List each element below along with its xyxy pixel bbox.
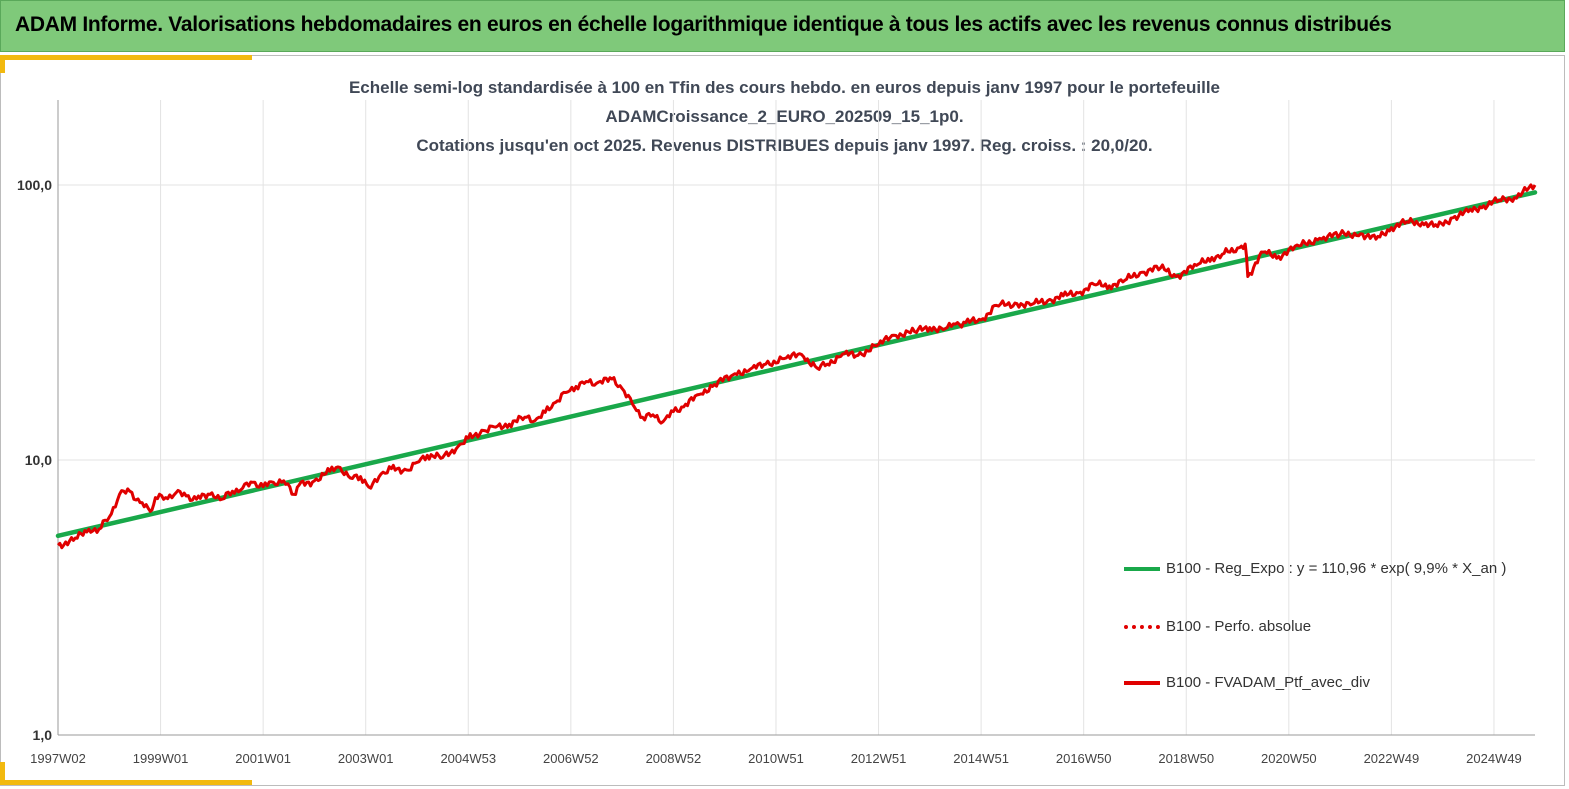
legend-label-regression: B100 - Reg_Expo : y = 110,96 * exp( 9,9%…	[1166, 560, 1507, 577]
y-tick-label: 100,0	[17, 177, 52, 193]
x-tick-label: 2001W01	[235, 751, 291, 766]
x-tick-label: 2008W52	[646, 751, 702, 766]
x-tick-label: 1999W01	[133, 751, 189, 766]
legend-swatch-perfo	[1124, 624, 1160, 629]
x-tick-label: 2010W51	[748, 751, 804, 766]
legend-item-portfolio: B100 - FVADAM_Ptf_avec_div	[1124, 674, 1370, 691]
x-tick-label: 2018W50	[1158, 751, 1214, 766]
banner-title: ADAM Informe. Valorisations hebdomadaire…	[15, 13, 1392, 36]
chart-title-line-2: ADAMCroissance_2_EURO_202509_15_1p0.	[605, 107, 964, 126]
x-tick-label: 2003W01	[338, 751, 394, 766]
x-tick-label: 2016W50	[1056, 751, 1112, 766]
chart-frame	[0, 55, 1565, 786]
chart-title-line-1: Echelle semi-log standardisée à 100 en T…	[348, 78, 1221, 97]
legend-swatch-regression	[1124, 566, 1160, 571]
legend-label-perfo: B100 - Perfo. absolue	[1166, 618, 1312, 635]
portfolio-line	[56, 183, 1537, 550]
x-tick-label: 2022W49	[1364, 751, 1420, 766]
x-tick-label: 2024W49	[1466, 751, 1522, 766]
chart-title-line-3: Cotations jusqu'en oct 2025. Revenus DIS…	[416, 136, 1153, 155]
x-tick-label: 1997W02	[30, 751, 86, 766]
y-tick-label: 1,0	[33, 727, 53, 743]
corner-accent-bottom-vertical	[0, 762, 5, 784]
x-tick-label: 2004W53	[440, 751, 496, 766]
corner-accent-top-vertical	[0, 55, 5, 73]
x-tick-label: 2014W51	[953, 751, 1009, 766]
header-banner: ADAM Informe. Valorisations hebdomadaire…	[0, 0, 1565, 52]
x-tick-label: 2006W52	[543, 751, 599, 766]
y-tick-label: 10,0	[25, 452, 52, 468]
legend-label-portfolio: B100 - FVADAM_Ptf_avec_div	[1166, 674, 1370, 691]
corner-accent-bottom	[0, 780, 252, 785]
legend-item-regression: B100 - Reg_Expo : y = 110,96 * exp( 9,9%…	[1124, 560, 1506, 577]
legend-item-perfo: B100 - Perfo. absolue	[1124, 618, 1311, 635]
x-tick-label: 2020W50	[1261, 751, 1317, 766]
corner-accent-top	[0, 55, 252, 60]
legend-swatch-portfolio	[1124, 680, 1160, 685]
x-tick-label: 2012W51	[851, 751, 907, 766]
